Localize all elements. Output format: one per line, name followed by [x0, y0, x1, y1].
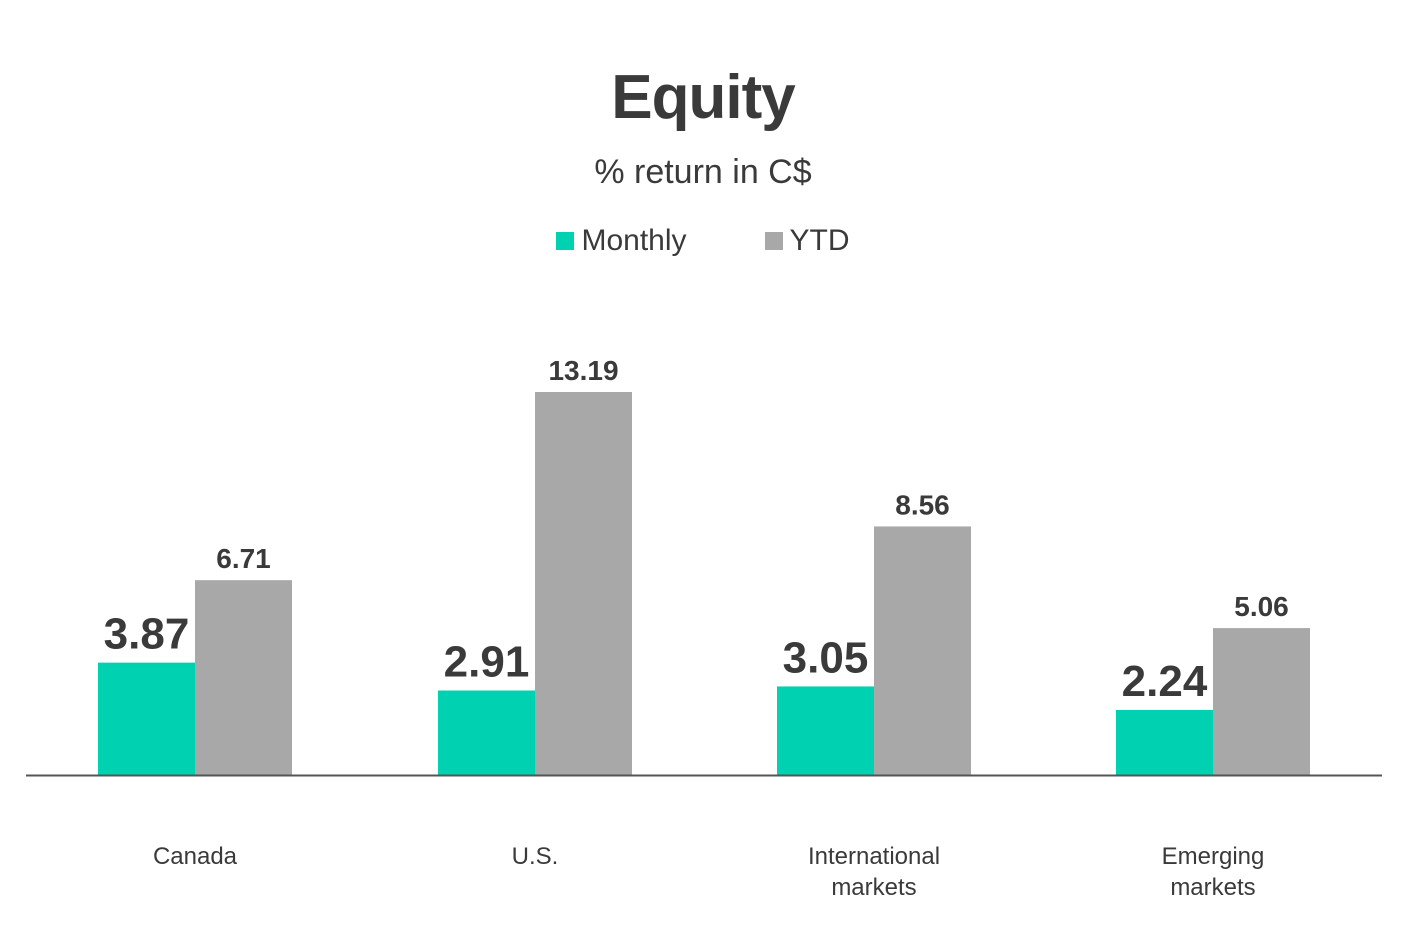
legend-item-ytd: YTD: [764, 224, 850, 258]
legend-item-monthly: Monthly: [556, 224, 687, 258]
bar-monthly-1: [438, 690, 535, 775]
legend: Monthly YTD: [0, 224, 1406, 258]
data-label-ytd-2: 8.56: [895, 489, 950, 520]
chart-title: Equity: [611, 63, 795, 132]
bar-ytd-0: [195, 580, 292, 775]
data-label-ytd-1: 13.19: [548, 355, 618, 386]
data-label-ytd-0: 6.71: [216, 543, 271, 574]
bar-monthly-0: [98, 662, 195, 775]
bar-ytd-2: [874, 526, 971, 775]
category-label-1-0: U.S.: [512, 843, 559, 870]
category-label-3-0: Emerging: [1162, 843, 1265, 870]
data-label-monthly-3: 2.24: [1122, 657, 1208, 706]
category-label-0-0: Canada: [153, 843, 238, 870]
legend-swatch-monthly: [556, 232, 575, 250]
data-label-monthly-2: 3.05: [783, 633, 869, 682]
bar-ytd-1: [535, 392, 632, 775]
data-label-monthly-0: 3.87: [104, 610, 190, 659]
chart-subtitle: % return in C$: [594, 153, 812, 191]
data-label-monthly-1: 2.91: [444, 638, 530, 687]
legend-label-monthly: Monthly: [581, 224, 687, 257]
category-label-3-1: markets: [1170, 874, 1255, 901]
bar-monthly-2: [777, 686, 874, 775]
bar-ytd-3: [1213, 628, 1310, 775]
category-label-2-1: markets: [831, 874, 916, 901]
legend-swatch-ytd: [764, 232, 783, 250]
category-label-2-0: International: [808, 843, 940, 870]
legend-label-ytd: YTD: [789, 224, 850, 257]
bar-monthly-3: [1116, 709, 1213, 775]
data-label-ytd-3: 5.06: [1234, 591, 1289, 622]
